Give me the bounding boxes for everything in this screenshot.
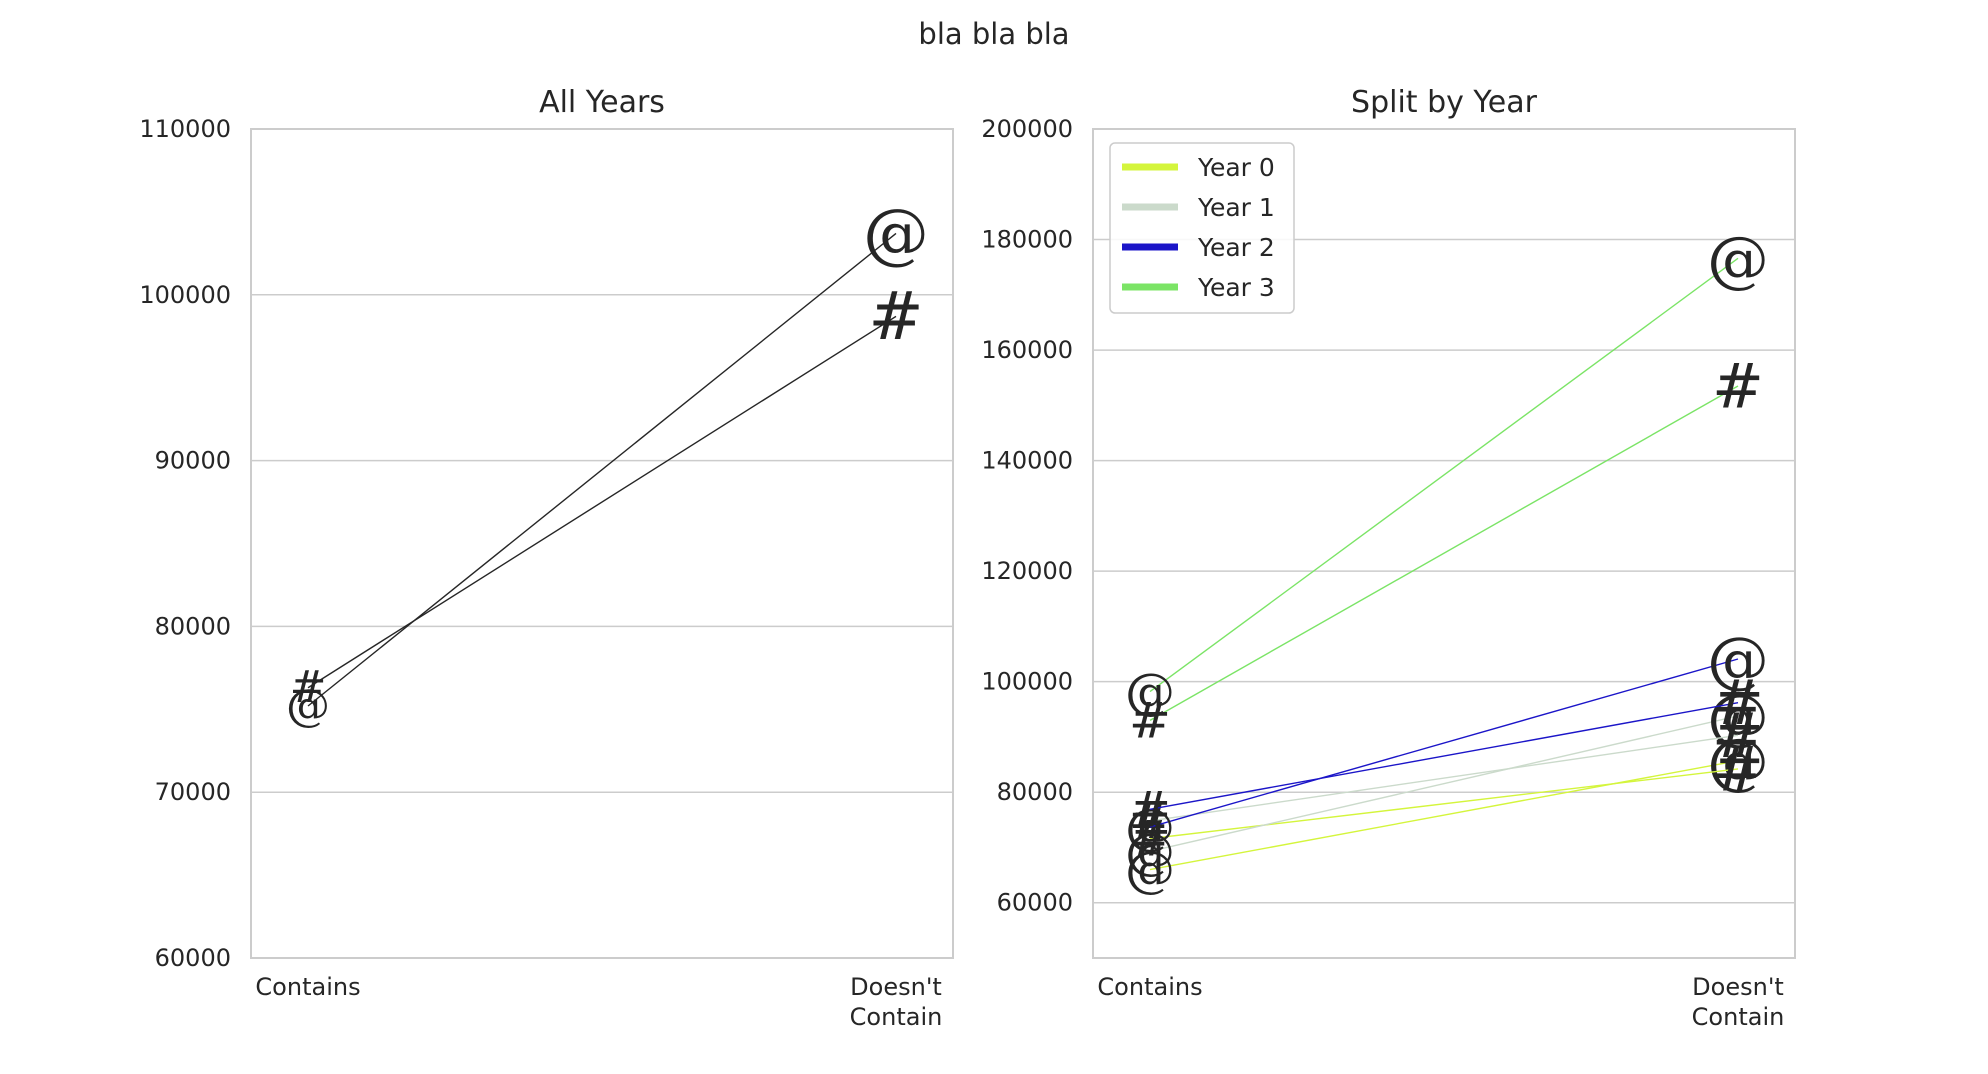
data-point-marker: @ (286, 680, 330, 731)
data-point-marker: # (290, 662, 327, 713)
data-point-marker: @ (863, 195, 929, 272)
y-tick-label: 70000 (155, 778, 231, 806)
legend-label-year-2: Year 2 (1197, 233, 1275, 262)
series-line (1149, 760, 1739, 871)
y-tick-label: 90000 (155, 447, 231, 475)
series-year-1-at: @@ (1125, 679, 1769, 880)
series-line (307, 232, 897, 707)
y-tick-label: 100000 (981, 668, 1073, 696)
data-point-marker: @ (1707, 679, 1769, 752)
y-tick-label: 120000 (981, 557, 1073, 585)
series-hash: ## (290, 278, 924, 713)
series-year-2-at: @@ (1125, 623, 1769, 857)
data-point-marker: # (1129, 792, 1171, 850)
data-point-marker: @ (1125, 798, 1175, 856)
series-line (1149, 658, 1739, 828)
series-line (1149, 715, 1739, 853)
data-point-marker: # (1712, 349, 1764, 422)
x-tick-label-doesn-t-contain: Doesn't Contain (1692, 973, 1785, 1031)
y-tick-label: 200000 (981, 115, 1073, 143)
y-tick-label: 110000 (139, 115, 231, 143)
axes-frame (250, 128, 954, 959)
legend-label-year-3: Year 3 (1197, 273, 1275, 302)
legend-box (1109, 142, 1295, 314)
data-point-marker: # (1129, 691, 1171, 749)
data-point-marker: @ (1707, 724, 1769, 797)
y-tick-label: 180000 (981, 226, 1073, 254)
y-tick-label: 80000 (997, 778, 1073, 806)
chart-title: All Years (539, 85, 665, 120)
data-point-marker: @ (1707, 623, 1769, 696)
y-tick-label: 160000 (981, 336, 1073, 364)
series-year-1-hash: ## (1129, 699, 1764, 850)
x-tick-label-contains: Contains (1097, 973, 1202, 1001)
data-point-marker: # (1712, 699, 1764, 772)
series-line (1149, 734, 1739, 822)
axes-frame (1092, 128, 1796, 959)
series-line (1149, 768, 1739, 840)
legend: Year 0 Year 1 Year 2 Year 3 (1109, 142, 1295, 314)
x-tick-label-doesn-t-contain: Doesn't Contain (850, 973, 943, 1031)
figure-suptitle: bla bla bla (918, 17, 1069, 51)
series-year-0-at: @@ (1125, 724, 1769, 898)
chart-panel-all-years: 60000 70000 80000 90000 100000 110000 All Year… (139, 85, 954, 1031)
chart-title: Split by Year (1351, 85, 1538, 120)
legend-label-year-0: Year 0 (1197, 153, 1275, 182)
y-tick-label: 140000 (981, 447, 1073, 475)
series-year-0-hash: ## (1129, 732, 1764, 867)
series-line (1149, 701, 1739, 811)
x-tick-label-contains: Contains (255, 973, 360, 1001)
data-point-marker: # (1129, 780, 1171, 838)
series-at: @@ (286, 195, 929, 732)
series-line (1149, 257, 1739, 693)
chart-panel-split-by-year: 60000 80000 100000 120000 140000 160000 180000… (981, 85, 1796, 1031)
data-point-marker: @ (1707, 222, 1769, 295)
series-year-3-hash: ## (1129, 349, 1764, 749)
series-line (307, 315, 897, 689)
data-point-marker: @ (1125, 841, 1175, 899)
y-tick-label: 60000 (155, 944, 231, 972)
series-year-2-hash: ## (1129, 666, 1764, 838)
y-tick-label: 60000 (997, 889, 1073, 917)
y-tick-label: 100000 (139, 281, 231, 309)
legend-label-year-1: Year 1 (1197, 193, 1275, 222)
series-line (1149, 385, 1739, 721)
data-point-marker: # (1712, 666, 1764, 739)
y-tick-label: 80000 (155, 612, 231, 640)
data-point-marker: # (1712, 732, 1764, 805)
data-point-marker: # (868, 278, 923, 355)
data-point-marker: @ (1125, 822, 1175, 880)
